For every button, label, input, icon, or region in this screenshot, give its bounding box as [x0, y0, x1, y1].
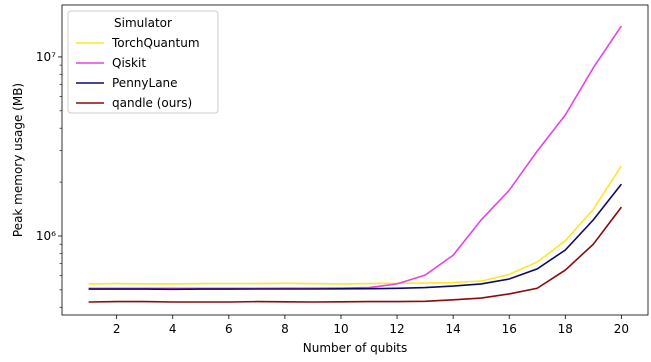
series-line — [88, 25, 623, 290]
x-tick-label: 4 — [169, 322, 177, 336]
x-tick-label: 2 — [113, 322, 121, 336]
x-tick-label: 12 — [389, 322, 404, 336]
series-line — [88, 206, 623, 303]
x-tick-label: 14 — [445, 322, 460, 336]
y-axis-label: Peak memory usage (MB) — [11, 83, 25, 237]
legend-title: Simulator — [114, 16, 172, 30]
legend-label: Qiskit — [112, 56, 146, 70]
legend-box — [67, 10, 219, 114]
x-axis-label: Number of qubits — [303, 341, 408, 355]
x-tick-label: 18 — [558, 322, 573, 336]
legend-label: qandle (ours) — [112, 96, 192, 110]
y-tick-label: 10⁶ — [36, 229, 56, 243]
x-tick-label: 6 — [225, 322, 233, 336]
legend-label: TorchQuantum — [111, 36, 200, 50]
series-line — [88, 183, 623, 291]
legend-label: PennyLane — [112, 76, 178, 90]
x-tick-label: 20 — [614, 322, 629, 336]
plot-frame — [61, 4, 649, 316]
series-line — [88, 165, 623, 285]
x-tick-label: 8 — [281, 322, 289, 336]
y-tick-label: 10⁷ — [36, 50, 56, 64]
x-tick-label: 10 — [333, 322, 348, 336]
x-tick-label: 16 — [502, 322, 517, 336]
